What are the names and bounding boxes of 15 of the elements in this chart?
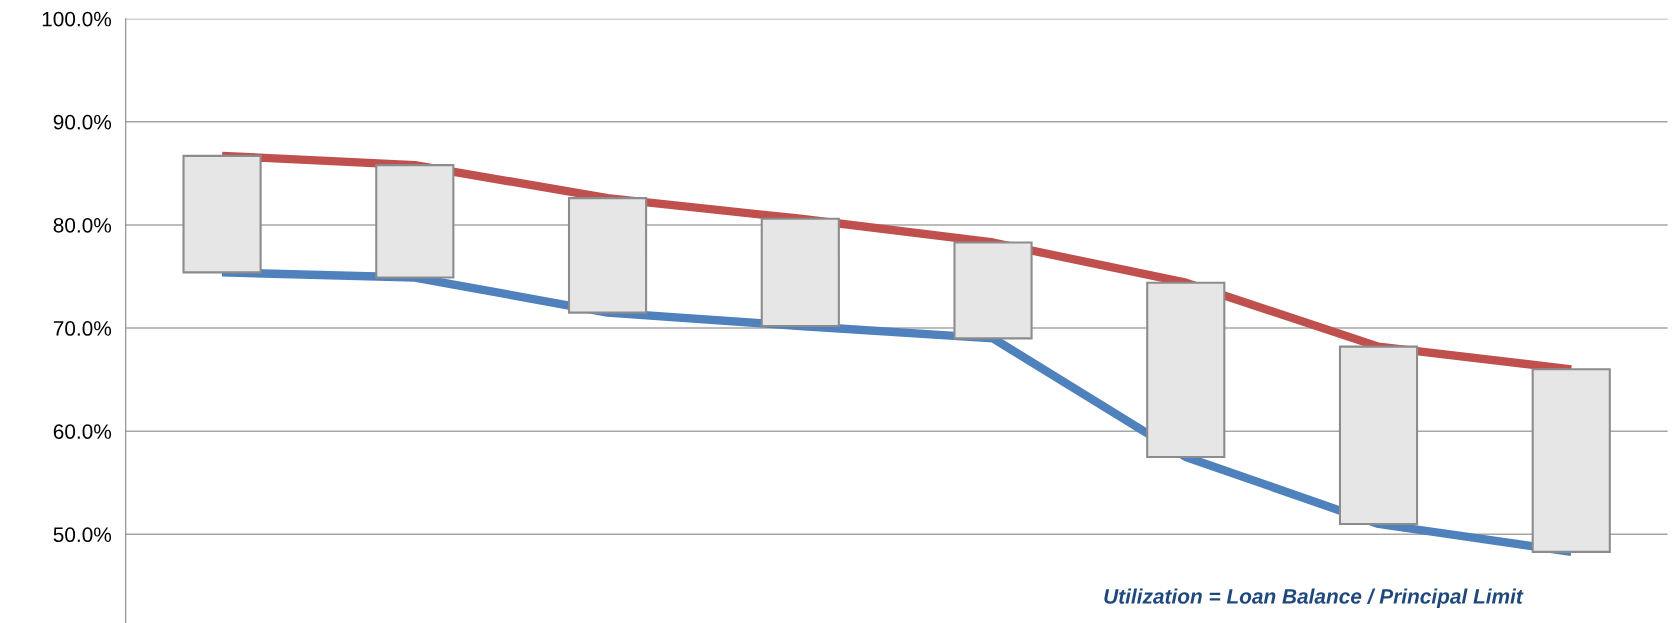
bar: [953, 241, 1033, 340]
bar: [567, 197, 648, 314]
y-tick-label: 80.0%: [53, 217, 112, 233]
y-tick-label: 100.0%: [42, 11, 112, 27]
bar: [1531, 368, 1611, 553]
bar: [1338, 345, 1419, 526]
bar: [375, 164, 455, 279]
y-tick-label: 60.0%: [53, 424, 112, 439]
bar: [760, 217, 840, 328]
annotation: Utilization = Loan Balance / Principal Limit: [1104, 588, 1524, 608]
y-tick-label: 70.0%: [53, 321, 112, 336]
bar: [182, 154, 262, 274]
bar: [1146, 281, 1226, 459]
y-tick-label: 90.0%: [53, 114, 112, 130]
y-tick-label: 50.0%: [53, 527, 112, 543]
